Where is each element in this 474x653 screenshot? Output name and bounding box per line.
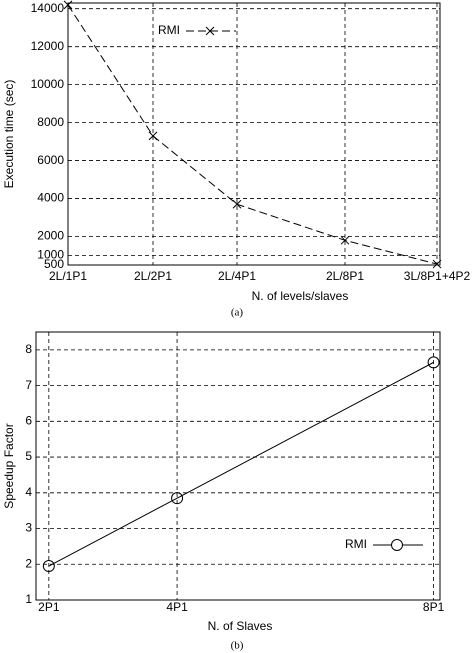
y-tick-label: 6	[25, 414, 32, 428]
caption: (a)	[231, 307, 244, 319]
x-axis-label: N. of levels/slaves	[252, 289, 349, 303]
y-tick-label: 1000	[37, 248, 64, 262]
series-line	[48, 361, 434, 567]
y-tick-label: 500	[44, 257, 64, 271]
marker	[148, 131, 158, 141]
y-tick-label: 8000	[37, 115, 64, 129]
legend-label: RMI	[345, 537, 367, 551]
y-tick-label: 7	[25, 378, 32, 392]
marker	[232, 199, 242, 209]
y-tick-label: 2	[25, 556, 32, 570]
y-tick-label: 4	[25, 485, 32, 499]
plot-frame	[35, 331, 441, 601]
series-line	[67, 4, 438, 265]
y-axis-label: Speedup Factor	[2, 423, 16, 508]
y-tick-label: 1	[25, 592, 32, 606]
x-tick-label: 3L/8P1+4P2	[404, 269, 471, 283]
y-tick-label: 4000	[37, 191, 64, 205]
y-tick-label: 6000	[37, 153, 64, 167]
caption: (b)	[231, 640, 244, 652]
x-tick-label: 8P1	[423, 600, 445, 614]
marker	[63, 0, 73, 10]
marker	[171, 492, 184, 505]
y-tick-label: 5	[25, 449, 32, 463]
y-tick-label: 3	[25, 521, 32, 535]
x-tick-label: 2L/2P1	[134, 269, 172, 283]
marker	[42, 560, 55, 573]
plot-frame	[67, 2, 441, 266]
x-tick-label: 2L/1P1	[49, 269, 87, 283]
marker	[432, 259, 442, 269]
marker	[340, 235, 350, 245]
x-axis-label: N. of Slaves	[208, 619, 273, 633]
legend-marker	[205, 26, 215, 36]
x-tick-label: 4P1	[166, 600, 188, 614]
x-tick-label: 2L/4P1	[218, 269, 256, 283]
y-tick-label: 14000	[31, 1, 65, 15]
y-tick-label: 10000	[31, 77, 65, 91]
y-tick-label: 2000	[37, 229, 64, 243]
x-tick-label: 2L/8P1	[326, 269, 364, 283]
y-axis-label: Execution time (sec)	[2, 80, 16, 189]
legend-marker	[391, 539, 403, 551]
x-tick-label: 2P1	[38, 600, 60, 614]
marker	[427, 356, 440, 369]
y-tick-label: 12000	[31, 39, 65, 53]
y-tick-label: 8	[25, 342, 32, 356]
legend-label: RMI	[158, 23, 180, 37]
